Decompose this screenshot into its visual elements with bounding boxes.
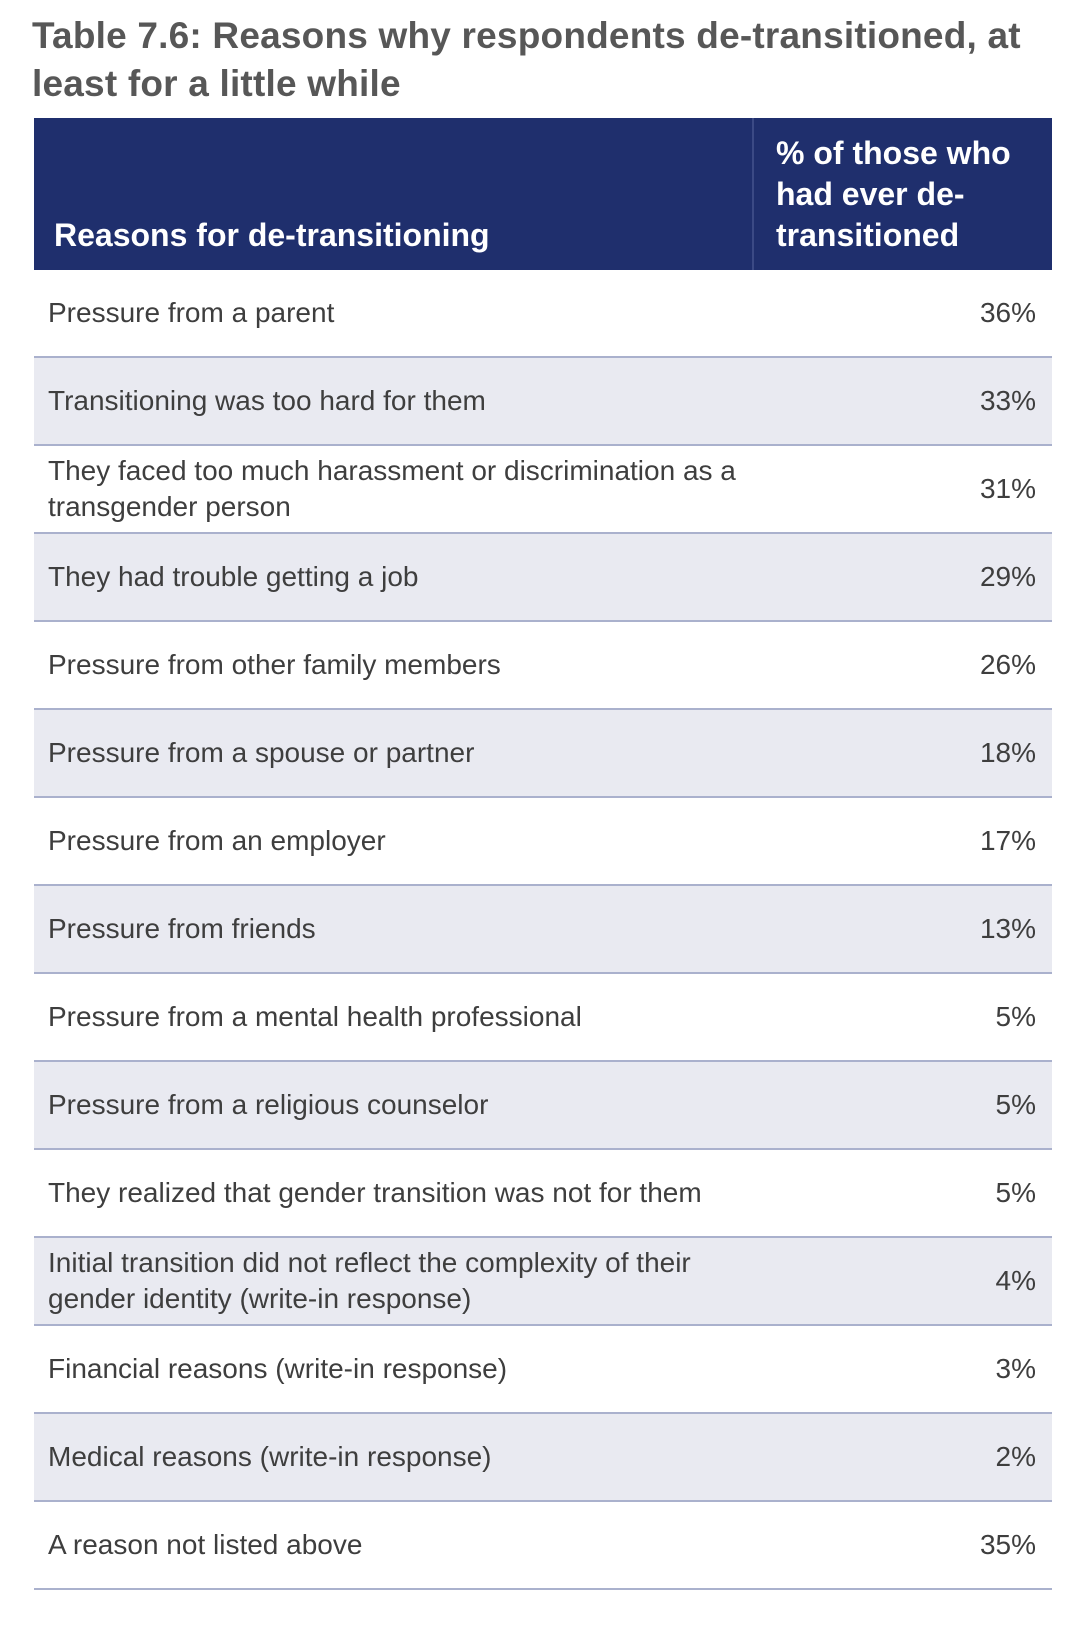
reason-cell: Initial transition did not reflect the c… bbox=[48, 1247, 691, 1314]
table-row: Financial reasons (write-in response) 3% bbox=[34, 1326, 1052, 1414]
table-row: Pressure from a parent 36% bbox=[34, 270, 1052, 358]
percent-cell: 29% bbox=[979, 561, 1036, 592]
table-row: Pressure from friends 13% bbox=[34, 886, 1052, 974]
percent-cell: 18% bbox=[979, 737, 1036, 768]
column-header-reason: Reasons for de-transitioning bbox=[34, 118, 754, 270]
percent-cell: 36% bbox=[979, 297, 1036, 328]
percent-cell: 2% bbox=[995, 1441, 1036, 1472]
reason-cell: They had trouble getting a job bbox=[48, 561, 419, 592]
percent-cell: 5% bbox=[995, 1001, 1036, 1032]
reason-cell: Pressure from a mental health profession… bbox=[48, 1001, 582, 1032]
percent-cell: 31% bbox=[979, 473, 1036, 504]
column-header-percent: % of those who had ever de-transitioned bbox=[776, 135, 1011, 253]
percent-cell: 17% bbox=[979, 825, 1036, 856]
reason-cell: Pressure from a spouse or partner bbox=[48, 737, 475, 768]
reason-cell: Medical reasons (write-in response) bbox=[48, 1441, 492, 1472]
table-row: Pressure from a religious counselor 5% bbox=[34, 1062, 1052, 1150]
percent-cell: 4% bbox=[995, 1265, 1036, 1296]
reason-cell: Financial reasons (write-in response) bbox=[48, 1353, 508, 1384]
table-row: Pressure from a mental health profession… bbox=[34, 974, 1052, 1062]
reason-cell: Pressure from other family members bbox=[48, 649, 501, 680]
table-row: A reason not listed above 35% bbox=[34, 1502, 1052, 1590]
reason-cell: They faced too much harassment or discri… bbox=[48, 455, 736, 522]
table-row: Pressure from an employer 17% bbox=[34, 798, 1052, 886]
percent-cell: 5% bbox=[995, 1177, 1036, 1208]
percent-cell: 33% bbox=[979, 385, 1036, 416]
reason-cell: They realized that gender transition was… bbox=[48, 1177, 702, 1208]
table-row: They realized that gender transition was… bbox=[34, 1150, 1052, 1238]
table-row: Medical reasons (write-in response) 2% bbox=[34, 1414, 1052, 1502]
table-row: Transitioning was too hard for them 33% bbox=[34, 358, 1052, 446]
table-row: They had trouble getting a job 29% bbox=[34, 534, 1052, 622]
table-header: Reasons for de-transitioning % of those … bbox=[34, 118, 1052, 270]
percent-cell: 13% bbox=[979, 913, 1036, 944]
reasons-table: Reasons for de-transitioning % of those … bbox=[34, 118, 1052, 1590]
percent-cell: 35% bbox=[979, 1529, 1036, 1560]
percent-cell: 5% bbox=[995, 1089, 1036, 1120]
table-body: Pressure from a parent 36% Transitioning … bbox=[34, 270, 1052, 1590]
reason-cell: Transitioning was too hard for them bbox=[48, 385, 486, 416]
reason-cell: Pressure from a religious counselor bbox=[48, 1089, 489, 1120]
table-row: Initial transition did not reflect the c… bbox=[34, 1238, 1052, 1326]
table-title: Table 7.6: Reasons why respondents de-tr… bbox=[32, 15, 1021, 104]
table-row: Pressure from other family members 26% bbox=[34, 622, 1052, 710]
reason-cell: Pressure from an employer bbox=[48, 825, 386, 856]
reason-cell: Pressure from a parent bbox=[48, 297, 335, 328]
reason-cell: Pressure from friends bbox=[48, 913, 316, 944]
reason-cell: A reason not listed above bbox=[48, 1529, 363, 1560]
table-row: They faced too much harassment or discri… bbox=[34, 446, 1052, 534]
percent-cell: 26% bbox=[979, 649, 1036, 680]
table-row: Pressure from a spouse or partner 18% bbox=[34, 710, 1052, 798]
percent-cell: 3% bbox=[995, 1353, 1036, 1384]
